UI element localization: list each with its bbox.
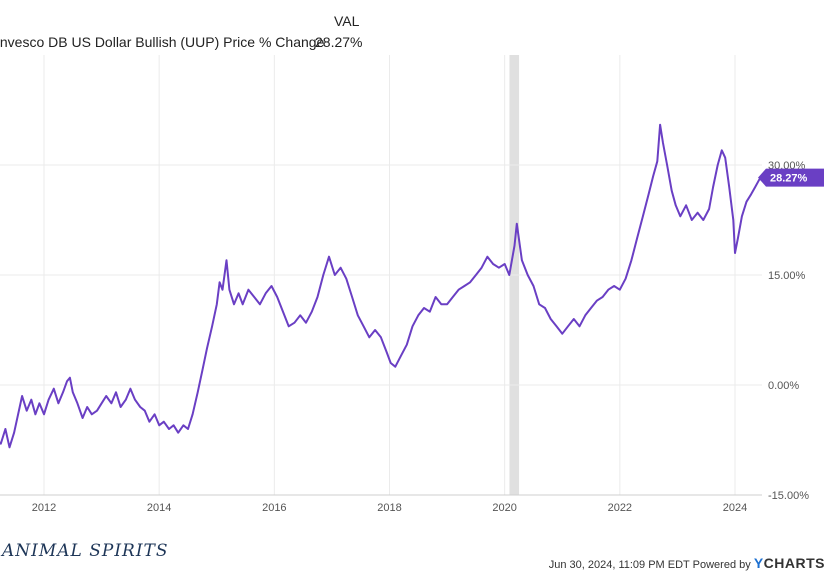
y-tick-label: -15.00% [768, 490, 809, 502]
ycharts-logo-y: Y [753, 555, 764, 571]
x-tick-label: 2022 [608, 502, 632, 514]
last-value-badge [758, 168, 824, 187]
ycharts-logo-text: CHARTS [763, 555, 825, 571]
last-value-label: 28.27% [770, 173, 808, 185]
footer-credit: Jun 30, 2024, 11:09 PM EDT Powered by YC… [549, 555, 825, 571]
x-tick-label: 2012 [32, 502, 56, 514]
y-tick-label: 0.00% [768, 380, 799, 392]
x-tick-label: 2014 [147, 502, 171, 514]
animal-spirits-logo: ANIMAL SPIRITS [2, 541, 169, 561]
legend-series-value: 28.27% [315, 34, 363, 50]
ycharts-logo[interactable]: YCHARTS [754, 555, 825, 571]
x-tick-label: 2024 [723, 502, 747, 514]
powered-by-label: Powered by [692, 559, 751, 571]
y-tick-label: 15.00% [768, 270, 806, 282]
x-tick-label: 2018 [377, 502, 401, 514]
series-line-uup [0, 123, 765, 449]
legend-value-header: VAL [334, 13, 360, 29]
timestamp: Jun 30, 2024, 11:09 PM EDT [548, 559, 690, 571]
legend-series-name[interactable]: Invesco DB US Dollar Bullish (UUP) Price… [0, 34, 325, 50]
x-tick-label: 2020 [492, 502, 516, 514]
x-tick-label: 2016 [262, 502, 286, 514]
